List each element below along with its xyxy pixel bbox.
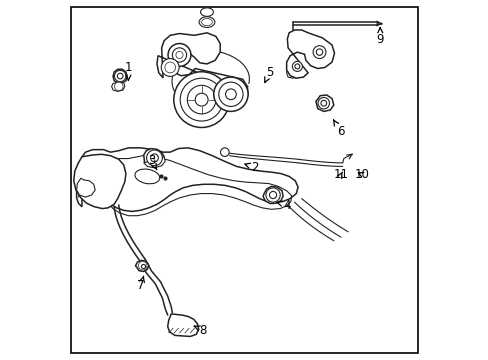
Polygon shape [77,148,298,211]
Text: 9: 9 [376,27,383,46]
Circle shape [312,46,325,59]
Text: 4: 4 [277,198,290,212]
Circle shape [176,51,183,59]
Circle shape [195,93,207,106]
Circle shape [173,72,229,127]
Polygon shape [111,82,124,91]
Circle shape [294,64,299,69]
Text: 2: 2 [244,161,259,174]
Text: 7: 7 [137,276,144,292]
Circle shape [172,48,186,62]
Circle shape [161,59,179,76]
Circle shape [218,82,243,107]
Circle shape [117,73,123,79]
Circle shape [146,150,162,166]
Circle shape [220,148,229,157]
Text: 6: 6 [333,120,344,138]
Polygon shape [77,178,95,197]
Circle shape [265,188,280,202]
Polygon shape [286,30,334,78]
Circle shape [164,62,175,73]
Circle shape [187,85,216,114]
Polygon shape [143,157,165,168]
Circle shape [292,62,302,71]
Text: 10: 10 [354,168,369,181]
Polygon shape [157,33,247,110]
Polygon shape [135,260,148,271]
Ellipse shape [201,18,212,26]
Circle shape [114,70,125,82]
Polygon shape [315,95,333,111]
Circle shape [269,192,276,199]
Text: 5: 5 [264,66,273,82]
Circle shape [150,154,158,162]
Circle shape [114,82,123,91]
Ellipse shape [199,17,214,27]
Polygon shape [263,186,283,203]
Text: 11: 11 [333,168,348,181]
Circle shape [168,44,190,66]
Circle shape [320,100,326,106]
Polygon shape [167,314,198,337]
Circle shape [213,77,247,111]
Circle shape [225,89,236,100]
Text: 1: 1 [124,61,132,80]
Ellipse shape [135,169,160,184]
Text: 3: 3 [148,154,157,170]
Circle shape [317,98,329,109]
Polygon shape [74,154,125,208]
Polygon shape [143,149,164,167]
Circle shape [138,261,147,270]
Text: 8: 8 [194,324,207,337]
Polygon shape [113,69,127,83]
Circle shape [316,49,322,55]
Ellipse shape [200,8,213,17]
Circle shape [180,78,223,121]
